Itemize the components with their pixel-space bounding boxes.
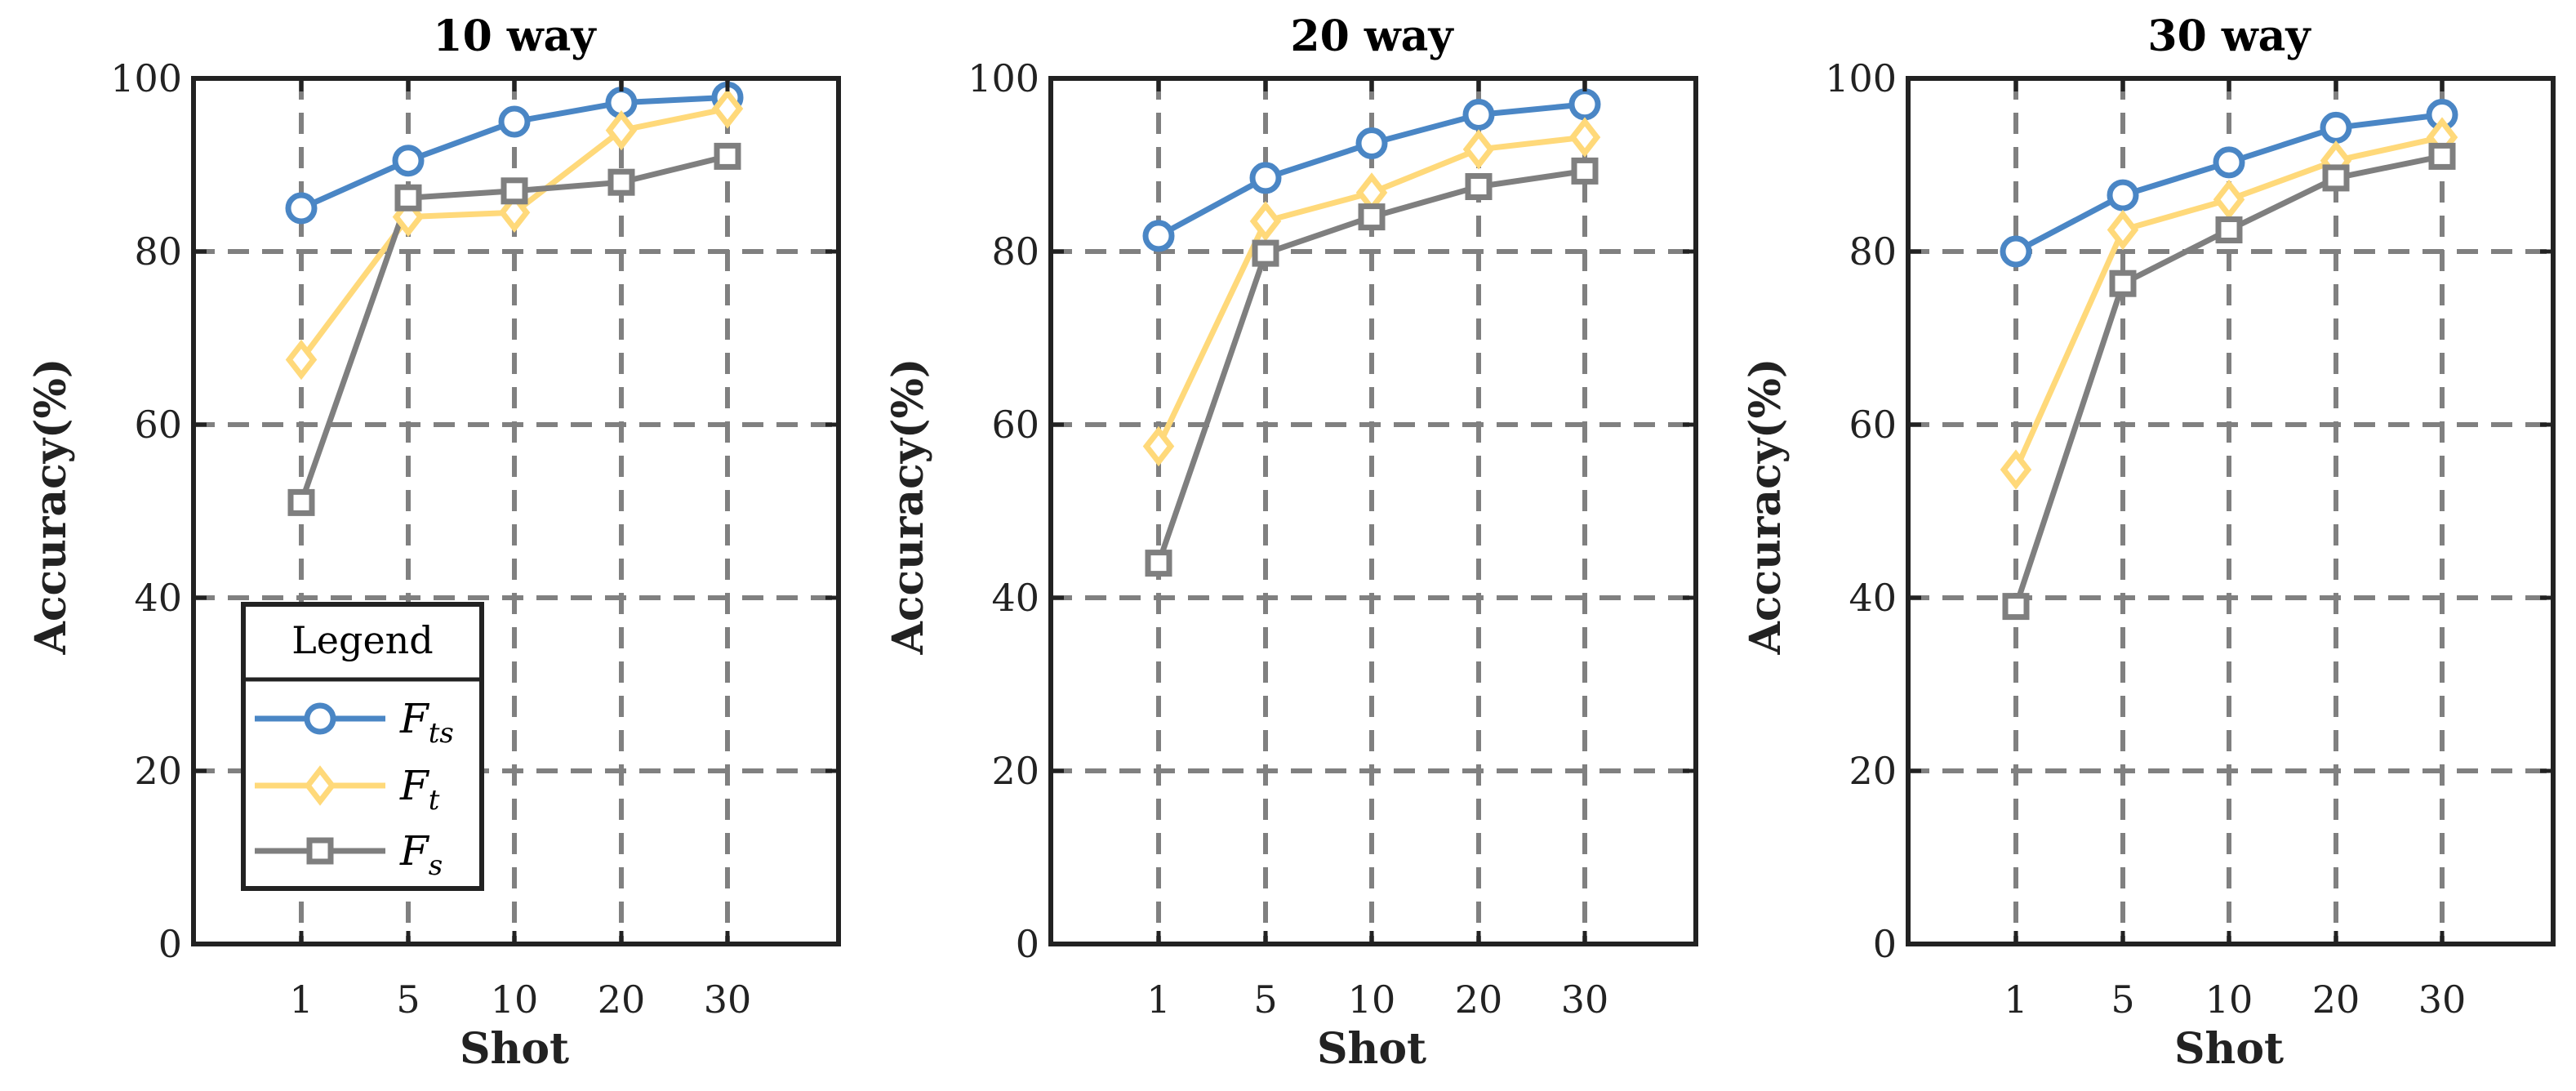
data-point-f-ts: [392, 145, 425, 177]
y-tick-label: 60: [1849, 403, 1897, 447]
y-tick-label: 100: [110, 56, 182, 100]
legend-entry: Fs: [255, 827, 443, 882]
data-point-f-s: [287, 488, 315, 516]
panel-title: 30 way: [2147, 11, 2311, 61]
y-tick-label: 80: [134, 229, 182, 274]
y-tick-label: 100: [968, 56, 1039, 100]
data-point-f-ts: [1355, 127, 1388, 159]
data-point-f-s: [2428, 142, 2456, 170]
data-point-f-t: [1249, 201, 1282, 242]
data-point-f-s: [2215, 216, 2243, 243]
x-tick-label: 1: [289, 977, 313, 1022]
y-axis-label: Accuracy(%): [26, 358, 76, 655]
legend-entry: Ft: [255, 762, 440, 817]
data-point-f-t: [2000, 449, 2032, 490]
x-tick-label: 10: [2205, 977, 2253, 1022]
data-point-f-s: [1358, 203, 1386, 231]
y-tick-label: 40: [991, 576, 1039, 620]
y-tick-label: 20: [991, 749, 1039, 793]
x-tick-label: 5: [1253, 977, 1277, 1022]
x-tick-label: 20: [598, 977, 646, 1022]
x-tick-label: 20: [1455, 977, 1503, 1022]
data-point-f-s: [2109, 269, 2137, 297]
legend-marker: [304, 702, 336, 735]
y-tick-label: 0: [1016, 922, 1039, 966]
legend-marker: [306, 837, 334, 865]
data-point-f-t: [1142, 425, 1175, 467]
y-tick-label: 100: [1825, 56, 1897, 100]
data-point-f-ts: [2213, 146, 2245, 179]
data-point-f-s: [2322, 164, 2350, 192]
data-point-f-s: [394, 184, 422, 212]
y-tick-label: 40: [134, 576, 182, 620]
data-point-f-ts: [1568, 88, 1601, 121]
data-point-f-s: [607, 168, 635, 196]
y-tick-label: 40: [1849, 576, 1897, 620]
data-point-f-t: [711, 88, 744, 129]
data-point-f-ts: [2000, 235, 2032, 268]
panel-title: 20 way: [1290, 11, 1454, 61]
data-point-f-s: [1465, 173, 1493, 200]
data-point-f-ts: [1249, 162, 1282, 194]
data-point-f-t: [1462, 129, 1495, 170]
data-point-f-t: [285, 339, 318, 381]
panel-30-way: 30 way Shot Accuracy(%) 0 20 40 60 80 100 1 5 10…: [1741, 11, 2556, 1074]
legend-title: Legend: [291, 618, 434, 662]
legend-box: [241, 602, 484, 891]
y-tick-label: 0: [158, 922, 182, 966]
panel-title: 10 way: [433, 11, 597, 61]
x-axis-label: Shot: [1317, 1024, 1426, 1074]
data-point-f-s: [714, 142, 741, 170]
x-tick-label: 1: [2004, 977, 2027, 1022]
x-tick-label: 5: [396, 977, 420, 1022]
y-axis-label: Accuracy(%): [1741, 358, 1791, 655]
data-point-f-ts: [2107, 179, 2139, 212]
y-tick-label: 60: [134, 403, 182, 447]
data-point-f-s: [1252, 239, 1279, 267]
legend-label: Fts: [399, 695, 454, 750]
panel-10-way: 10 way Shot Accuracy(%) 0 20 40 60 80 100 1 5 10…: [26, 11, 841, 1074]
legend-entry: Fts: [255, 695, 454, 750]
x-tick-label: 1: [1146, 977, 1170, 1022]
x-tick-label: 5: [2111, 977, 2134, 1022]
data-point-f-ts: [2320, 111, 2352, 144]
legend: Legend Fts Ft Fs: [241, 602, 484, 891]
data-point-f-t: [498, 192, 531, 233]
x-axis-label: Shot: [460, 1024, 569, 1074]
data-point-f-ts: [498, 105, 531, 138]
data-point-f-s: [1571, 157, 1599, 185]
panel-20-way: 20 way Shot Accuracy(%) 0 20 40 60 80 100 1 5 10…: [883, 11, 1698, 1074]
x-tick-label: 10: [1348, 977, 1396, 1022]
data-point-f-t: [605, 109, 638, 151]
legend-label: Fs: [399, 827, 443, 882]
y-tick-label: 80: [1849, 229, 1897, 274]
x-tick-label: 20: [2312, 977, 2360, 1022]
y-tick-label: 20: [1849, 749, 1897, 793]
data-point-f-ts: [285, 192, 318, 225]
y-tick-label: 20: [134, 749, 182, 793]
y-tick-label: 80: [991, 229, 1039, 274]
data-point-f-t: [1568, 117, 1601, 158]
data-point-f-t: [2107, 209, 2139, 251]
x-tick-label: 30: [2418, 977, 2467, 1022]
data-point-f-ts: [1462, 99, 1495, 131]
y-tick-label: 60: [991, 403, 1039, 447]
x-axis-label: Shot: [2174, 1024, 2284, 1074]
data-point-f-s: [501, 177, 528, 205]
y-tick-label: 0: [1873, 922, 1897, 966]
legend-label: Ft: [399, 762, 440, 817]
x-tick-label: 30: [1561, 977, 1609, 1022]
x-tick-label: 10: [491, 977, 539, 1022]
data-point-f-s: [2002, 593, 2030, 621]
data-point-f-t: [2213, 179, 2245, 220]
x-tick-label: 30: [704, 977, 752, 1022]
data-point-f-s: [1145, 550, 1172, 577]
data-point-f-ts: [1142, 220, 1175, 252]
legend-marker: [304, 765, 336, 806]
y-axis-label: Accuracy(%): [883, 358, 933, 655]
